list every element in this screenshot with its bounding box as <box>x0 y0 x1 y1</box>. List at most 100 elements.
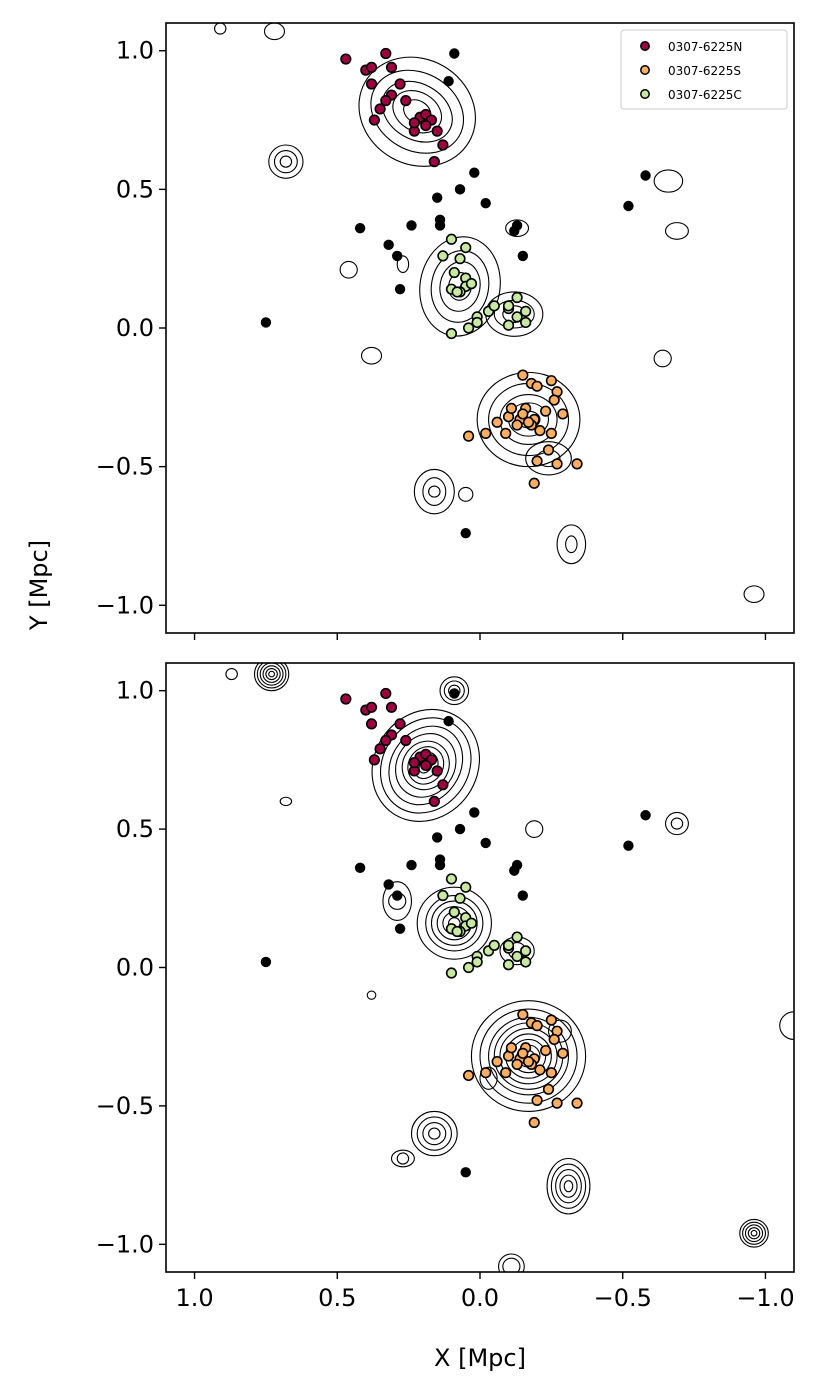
point-0307-6225s <box>522 1056 535 1068</box>
point-0307-6225s <box>548 394 560 406</box>
contour-level <box>381 80 453 143</box>
point-0307-6225c <box>445 873 458 885</box>
y-tick-label: 0.5 <box>116 175 154 203</box>
y-axis-bottom: 1.0 0.5 0.0 −0.5 −1.0 <box>96 677 166 1258</box>
point-0307-6225s <box>540 405 552 417</box>
point-0307-6225n <box>400 734 412 747</box>
point-0307-6225s <box>571 458 583 470</box>
point-0307-6225n <box>394 718 406 730</box>
contour-level <box>263 23 286 41</box>
point-0307-6225c <box>437 250 449 262</box>
point-0307-6225s <box>517 408 529 420</box>
point-non-member <box>406 220 417 231</box>
contour-level <box>425 894 484 952</box>
contour-level <box>550 1163 587 1209</box>
contour-level <box>396 255 410 274</box>
legend-marker <box>640 65 650 75</box>
contour-level <box>213 23 227 35</box>
contour-level <box>422 477 447 507</box>
contour-level <box>439 676 470 706</box>
plot-area-bottom <box>166 663 794 1272</box>
point-0307-6225c <box>465 917 478 929</box>
y-tick-label: 0.0 <box>116 314 154 342</box>
point-non-member <box>392 250 403 262</box>
point-0307-6225s <box>491 416 503 428</box>
legend-box <box>620 29 788 110</box>
point-non-member <box>354 862 366 874</box>
contour-level <box>499 1027 558 1085</box>
point-0307-6225s <box>480 1067 492 1079</box>
panel-top: 1.00.50.0−0.5−1.0 0307-6225N0307-6225S03… <box>96 22 795 640</box>
point-non-member <box>394 923 406 934</box>
contour-level <box>339 260 358 279</box>
y-tick-label: 0.0 <box>116 954 154 982</box>
point-0307-6225c <box>460 241 472 254</box>
contour-level <box>225 667 238 681</box>
point-non-member <box>434 220 446 231</box>
point-non-member <box>509 865 520 876</box>
point-0307-6225n <box>431 765 443 777</box>
point-0307-6225s <box>517 1008 529 1021</box>
point-0307-6225s <box>545 427 557 439</box>
point-0307-6225n <box>365 78 378 90</box>
contour-level <box>505 219 530 238</box>
legend-marker <box>640 89 650 99</box>
x-tick-label: −1.0 <box>736 1284 794 1312</box>
contour-level <box>458 486 474 502</box>
point-non-member <box>623 200 634 212</box>
point-0307-6225s <box>545 375 557 387</box>
point-0307-6225c <box>511 950 523 963</box>
point-0307-6225c <box>448 906 460 918</box>
point-0307-6225c <box>471 956 483 968</box>
y-axis-top: 1.0 0.5 0.0 −0.5 −1.0 <box>96 37 166 619</box>
point-0307-6225c <box>471 316 483 329</box>
point-non-member <box>449 688 460 699</box>
point-0307-6225n <box>368 754 380 766</box>
point-0307-6225s <box>517 369 529 381</box>
point-0307-6225c <box>451 286 463 298</box>
point-0307-6225c <box>451 925 463 938</box>
y-tick-label: 0.5 <box>116 815 154 843</box>
point-0307-6225c <box>511 931 523 943</box>
legend-label: 0307-6225C <box>668 88 742 102</box>
point-0307-6225c <box>445 327 458 340</box>
contour-level <box>273 149 298 174</box>
contour-level <box>388 725 464 806</box>
point-0307-6225c <box>465 278 478 290</box>
point-0307-6225c <box>520 305 532 317</box>
legend-marker <box>640 41 650 51</box>
points-bottom <box>260 687 651 1178</box>
point-0307-6225s <box>542 1083 555 1095</box>
contour-level <box>546 1157 591 1215</box>
point-0307-6225s <box>462 1069 475 1082</box>
x-tick-label: 1.0 <box>175 1284 213 1312</box>
point-0307-6225s <box>531 380 543 392</box>
point-non-member <box>640 810 651 821</box>
point-0307-6225s <box>557 408 569 420</box>
contour-level <box>670 817 684 830</box>
point-0307-6225s <box>505 402 518 415</box>
point-non-member <box>640 170 651 181</box>
contours-top <box>213 23 765 604</box>
x-tick-label: 0.0 <box>461 1284 499 1312</box>
contour-level <box>664 222 689 240</box>
point-0307-6225n <box>380 687 392 700</box>
point-0307-6225n <box>400 95 412 107</box>
point-0307-6225n <box>365 61 378 73</box>
legend: 0307-6225N 0307-6225S 0307-6225C <box>620 29 788 110</box>
point-0307-6225s <box>511 1058 523 1070</box>
contour-level <box>525 441 572 476</box>
point-0307-6225n <box>408 757 420 769</box>
contour-level <box>279 796 293 807</box>
contour-level <box>428 1127 441 1140</box>
contour-level <box>750 1229 758 1237</box>
contour-level <box>653 349 672 368</box>
point-0307-6225s <box>534 1064 546 1076</box>
point-0307-6225s <box>551 458 563 470</box>
point-non-member <box>480 198 491 209</box>
point-0307-6225s <box>548 1033 560 1046</box>
point-0307-6225s <box>480 427 492 439</box>
point-non-member <box>480 837 491 849</box>
point-0307-6225c <box>502 319 515 331</box>
legend-entries: 0307-6225N 0307-6225S 0307-6225C <box>640 40 742 102</box>
